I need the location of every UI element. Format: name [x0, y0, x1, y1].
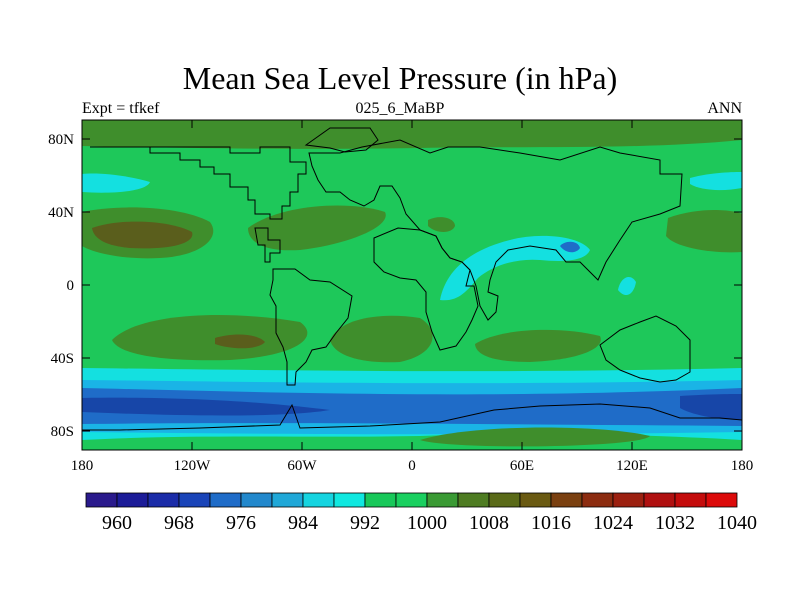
- coastlines: [82, 127, 742, 431]
- colorbar-label: 960: [102, 512, 132, 534]
- eurasia-outline: [308, 139, 683, 321]
- x-tick-label: 180: [730, 458, 754, 474]
- antarctica-outline: [82, 403, 742, 431]
- x-tick-label: 60W: [287, 458, 317, 474]
- colorbar-label: 1008: [469, 512, 509, 534]
- x-tick-label: 180: [70, 458, 94, 474]
- pressure-field: [82, 120, 742, 450]
- colorbar-box: [271, 492, 304, 508]
- colorbar-box: [116, 492, 149, 508]
- season-label: ANN: [707, 100, 742, 117]
- y-tick-label: 0: [66, 278, 75, 294]
- south-indian-high: [475, 329, 601, 362]
- north-america-outline: [90, 146, 307, 220]
- colorbar-box: [209, 492, 242, 508]
- x-tick-label: 60E: [509, 458, 535, 474]
- north-pacific-high-core: [92, 221, 193, 249]
- colorbar-label: 1000: [407, 512, 447, 534]
- southern-low-band: [82, 388, 742, 426]
- x-tick-label: 120E: [616, 458, 648, 474]
- y-tick-label: 80N: [48, 132, 74, 148]
- south-atlantic-high: [330, 315, 433, 363]
- colorbar-box: [643, 492, 676, 508]
- southern-low-core-east: [680, 394, 742, 420]
- colorbar-box: [240, 492, 273, 508]
- colorbar-label: 1024: [593, 512, 633, 534]
- colorbar-label: 968: [164, 512, 194, 534]
- colorbar: [85, 492, 738, 508]
- colorbar-label: 992: [350, 512, 380, 534]
- x-tick-label: 0: [408, 458, 416, 474]
- experiment-label: Expt = tfkef: [82, 100, 160, 117]
- colorbar-label: 1016: [531, 512, 571, 534]
- southern-low-core-west: [82, 397, 330, 416]
- colorbar-box: [147, 492, 180, 508]
- colorbar-box: [364, 492, 397, 508]
- colorbar-label: 984: [288, 512, 318, 534]
- colorbar-label: 1032: [655, 512, 695, 534]
- colorbar-box: [426, 492, 459, 508]
- map-title: Mean Sea Level Pressure (in hPa): [182, 60, 618, 96]
- x-tick-label: 120W: [173, 458, 211, 474]
- colorbar-box: [581, 492, 614, 508]
- tibetan-low-core: [560, 241, 580, 253]
- colorbar-label: 976: [226, 512, 256, 534]
- antarctic-high: [420, 427, 650, 447]
- colorbar-label: 1040: [717, 512, 757, 534]
- south-america-outline: [269, 268, 353, 386]
- asian-monsoon-low: [440, 235, 590, 301]
- colorbar-box: [612, 492, 645, 508]
- colorbar-box: [457, 492, 490, 508]
- colorbar-box: [85, 492, 118, 508]
- east-pacific-high: [666, 210, 742, 253]
- y-tick-label: 80S: [50, 424, 74, 440]
- greenland-outline: [304, 127, 379, 153]
- south-pacific-high-core: [215, 334, 265, 349]
- colorbar-box: [488, 492, 521, 508]
- time-period-label: 025_6_MaBP: [355, 100, 445, 117]
- colorbar-box: [550, 492, 583, 508]
- colorbar-box: [178, 492, 211, 508]
- y-tick-label: 40S: [50, 351, 74, 367]
- colorbar-box: [302, 492, 335, 508]
- aleutian-low: [82, 173, 150, 193]
- colorbar-box: [519, 492, 552, 508]
- maritime-low: [618, 276, 636, 296]
- east-pacific-low: [690, 172, 742, 191]
- y-tick-label: 40N: [48, 205, 74, 221]
- north-polar-high: [82, 120, 742, 149]
- colorbar-box: [333, 492, 366, 508]
- central-america-outline: [254, 227, 281, 263]
- colorbar-box: [705, 492, 738, 508]
- colorbar-box: [395, 492, 428, 508]
- mediterranean-high: [428, 217, 455, 232]
- colorbar-box: [674, 492, 707, 508]
- axis-ticks: [82, 120, 742, 450]
- south-pacific-high: [112, 315, 308, 361]
- australia-outline: [599, 315, 691, 383]
